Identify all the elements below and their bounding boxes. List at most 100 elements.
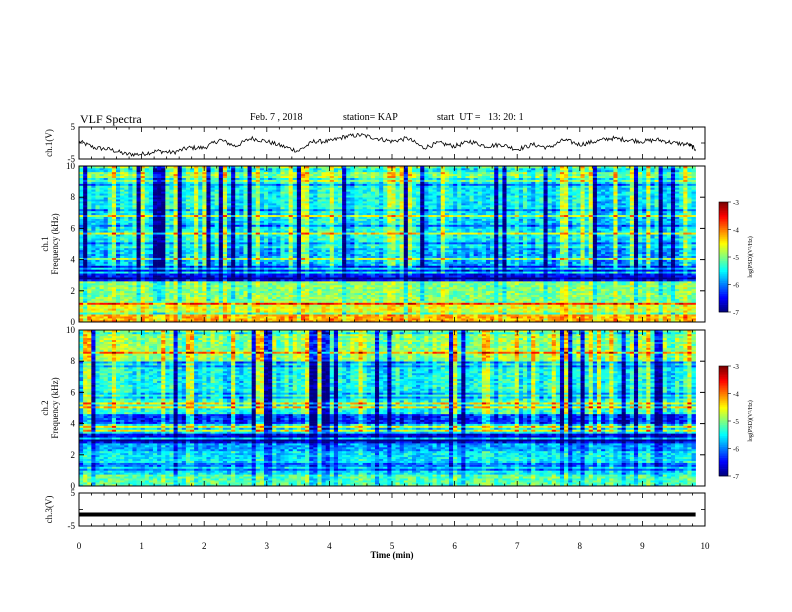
colorbar-cell bbox=[719, 439, 728, 441]
colorbar-cell bbox=[719, 296, 728, 298]
colorbar-tick-label: -4 bbox=[733, 227, 739, 235]
colorbar-cell bbox=[719, 399, 728, 401]
colorbar-cell bbox=[719, 386, 728, 388]
colorbar-cell bbox=[719, 299, 728, 301]
colorbar-cell bbox=[719, 259, 728, 261]
colorbar-cell bbox=[719, 472, 728, 474]
colorbar-cell bbox=[719, 375, 728, 377]
y-tick-label: 5 bbox=[71, 122, 76, 132]
y-tick-label: 5 bbox=[71, 488, 76, 498]
colorbar-cell bbox=[719, 401, 728, 403]
colorbar-cell bbox=[719, 246, 728, 248]
colorbar-tick-label: -6 bbox=[733, 446, 739, 454]
y-axis-label-channel: ch.1 bbox=[40, 236, 50, 251]
colorbar-cell bbox=[719, 390, 728, 392]
colorbar-cell bbox=[719, 215, 728, 217]
colorbar-cell bbox=[719, 286, 728, 288]
y-tick-label: 4 bbox=[71, 419, 76, 429]
colorbar-cell bbox=[719, 308, 728, 310]
y-tick-label: 4 bbox=[71, 255, 76, 265]
colorbar-cell bbox=[719, 419, 728, 421]
colorbar-cell bbox=[719, 264, 728, 266]
colorbar-cell bbox=[719, 432, 728, 434]
colorbar-cell bbox=[719, 416, 728, 418]
colorbar-cell bbox=[719, 275, 728, 277]
colorbar-cell bbox=[719, 263, 728, 265]
colorbar-cell bbox=[719, 237, 728, 239]
colorbar-cell bbox=[719, 209, 728, 211]
colorbar-tick-label: -3 bbox=[733, 199, 739, 207]
colorbar-cell bbox=[719, 219, 728, 221]
colorbar-cell bbox=[719, 303, 728, 305]
colorbar-tick-label: -7 bbox=[733, 309, 739, 317]
colorbar-cell bbox=[719, 297, 728, 299]
colorbar-cell bbox=[719, 285, 728, 287]
colorbar-cell bbox=[719, 388, 728, 390]
colorbar-cell bbox=[719, 471, 728, 473]
colorbar-cell bbox=[719, 281, 728, 283]
colorbar-cell bbox=[719, 441, 728, 443]
colorbar-cell bbox=[719, 244, 728, 246]
y-tick-label: 2 bbox=[71, 286, 76, 296]
colorbar-cell bbox=[719, 307, 728, 309]
colorbar-cell bbox=[719, 427, 728, 429]
colorbar-cell bbox=[719, 423, 728, 425]
colorbar-cell bbox=[719, 270, 728, 272]
x-tick-label: 3 bbox=[265, 541, 270, 551]
colorbar-tick-label: -7 bbox=[733, 473, 739, 481]
colorbar-cell bbox=[719, 301, 728, 303]
colorbar-tick-label: -6 bbox=[733, 282, 739, 290]
colorbar-cell bbox=[719, 445, 728, 447]
y-axis-label: Frequency (kHz) bbox=[50, 213, 60, 274]
colorbar-cell bbox=[719, 410, 728, 412]
colorbar-tick-label: -3 bbox=[733, 363, 739, 371]
colorbar-cell bbox=[719, 449, 728, 451]
x-tick-label: 4 bbox=[327, 541, 332, 551]
colorbar-cell bbox=[719, 403, 728, 405]
colorbar-cell bbox=[719, 235, 728, 237]
y-tick-label: 8 bbox=[71, 356, 76, 366]
colorbar-cell bbox=[719, 370, 728, 372]
y-tick-label: 8 bbox=[71, 192, 76, 202]
colorbar-cell bbox=[719, 392, 728, 394]
colorbar-cell bbox=[719, 239, 728, 241]
colorbar-cell bbox=[719, 366, 728, 368]
colorbar-cell bbox=[719, 274, 728, 276]
colorbar-cell bbox=[719, 279, 728, 281]
colorbar-cell bbox=[719, 452, 728, 454]
colorbar-cell bbox=[719, 222, 728, 224]
colorbar-cell bbox=[719, 425, 728, 427]
y-tick-label: 2 bbox=[71, 450, 76, 460]
y-tick-label: 6 bbox=[71, 223, 76, 233]
colorbar-cell bbox=[719, 460, 728, 462]
colorbar-cell bbox=[719, 233, 728, 235]
colorbar-cell bbox=[719, 379, 728, 381]
colorbar-cell bbox=[719, 463, 728, 465]
colorbar-cell bbox=[719, 253, 728, 255]
colorbar-cell bbox=[719, 241, 728, 243]
colorbar-cell bbox=[719, 368, 728, 370]
colorbar-cell bbox=[719, 292, 728, 294]
colorbar-cell bbox=[719, 228, 728, 230]
colorbar-cell bbox=[719, 461, 728, 463]
colorbar-cell bbox=[719, 434, 728, 436]
colorbar-cell bbox=[719, 204, 728, 206]
colorbar-cell bbox=[719, 268, 728, 270]
spectrogram-ch1 bbox=[79, 166, 696, 322]
colorbar-label: log(PSD)(V²/Hz) bbox=[747, 236, 754, 277]
colorbar-cell bbox=[719, 394, 728, 396]
colorbar-cell bbox=[719, 412, 728, 414]
colorbar-cell bbox=[719, 456, 728, 458]
y-tick-label: -5 bbox=[68, 521, 76, 531]
colorbar-cell bbox=[719, 428, 728, 430]
colorbar-cell bbox=[719, 447, 728, 449]
colorbar-cell bbox=[719, 450, 728, 452]
colorbar-cell bbox=[719, 217, 728, 219]
colorbar-cell bbox=[719, 211, 728, 213]
colorbar-cell bbox=[719, 220, 728, 222]
colorbar-cell bbox=[719, 405, 728, 407]
colorbar-cell bbox=[719, 454, 728, 456]
spectrogram-ch2 bbox=[79, 330, 696, 486]
colorbar-cell bbox=[719, 381, 728, 383]
